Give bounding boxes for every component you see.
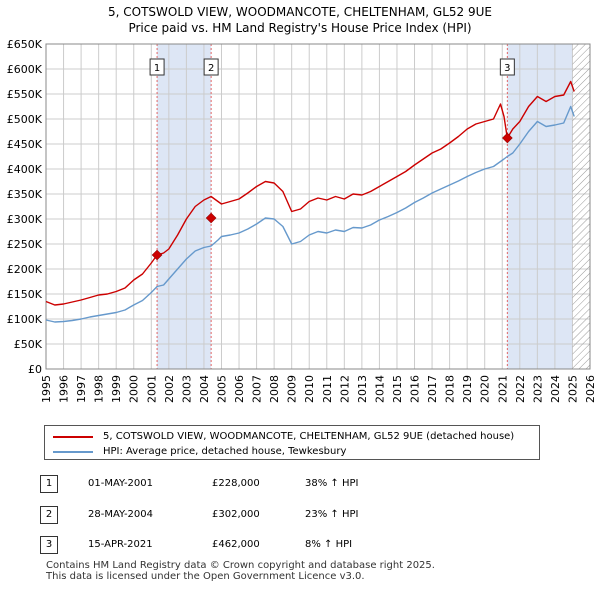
x-tick-label: 2010 (303, 375, 316, 403)
legend-item-hpi: HPI: Average price, detached house, Tewk… (53, 446, 346, 457)
x-tick-label: 2022 (514, 375, 527, 403)
sale-point (502, 132, 513, 144)
sale-badge: 3 (40, 536, 58, 554)
y-tick-label: £300K (7, 213, 43, 226)
y-tick-label: £500K (7, 113, 43, 126)
y-tick-label: £600K (7, 63, 43, 76)
x-tick-label: 2020 (479, 375, 492, 403)
footer-attribution: Contains HM Land Registry data © Crown c… (46, 560, 435, 582)
x-tick-label: 2008 (268, 375, 281, 403)
highlight-band (157, 44, 212, 369)
footer-line-copyright: Contains HM Land Registry data © Crown c… (46, 560, 435, 571)
plot-frame (45, 43, 591, 370)
x-tick-label: 1998 (93, 375, 106, 403)
hpi-line (45, 105, 575, 323)
sale-marker-badge-label: 2 (208, 63, 214, 74)
footer-line-licence: This data is licensed under the Open Gov… (46, 571, 365, 582)
sale-marker-badge (203, 58, 219, 76)
y-tick-label: £50K (14, 338, 43, 351)
sale-price: £302,000 (212, 509, 260, 520)
y-tick-label: £150K (7, 288, 43, 301)
sale-point (205, 212, 217, 224)
x-tick-label: 2017 (426, 375, 439, 403)
x-tick-label: 2026 (584, 375, 597, 403)
x-tick-label: 2014 (373, 375, 386, 403)
x-tick-label: 1999 (110, 375, 123, 403)
sale-date: 28-MAY-2004 (88, 509, 154, 520)
sale-point (151, 249, 163, 261)
sale-hpi-change: 38% ↑ HPI (305, 478, 359, 489)
x-tick-label: 2018 (444, 375, 457, 403)
x-tick-label: 1997 (75, 375, 88, 403)
y-tick-label: £450K (7, 138, 43, 151)
legend-item-property: 5, COTSWOLD VIEW, WOODMANCOTE, CHELTENHA… (53, 431, 514, 442)
y-tick-label: £550K (7, 88, 43, 101)
legend-label-hpi: HPI: Average price, detached house, Tewk… (103, 446, 347, 457)
chart-legend: 5, COTSWOLD VIEW, WOODMANCOTE, CHELTENHA… (44, 425, 540, 460)
x-tick-label: 2013 (356, 375, 369, 403)
sale-date: 01-MAY-2001 (88, 478, 154, 489)
y-tick-label: £0 (28, 363, 42, 376)
x-tick-label: 2015 (391, 375, 404, 403)
sale-row: 2 28-MAY-2004 £302,000 23% ↑ HPI (40, 506, 440, 526)
x-tick-label: 2021 (496, 375, 509, 403)
sale-price: £462,000 (212, 539, 260, 550)
x-tick-label: 2024 (549, 375, 562, 403)
sale-marker-badge-label: 3 (504, 63, 510, 74)
x-tick-label: 2001 (145, 375, 158, 403)
highlight-band (507, 44, 573, 369)
property-price-line (45, 80, 575, 306)
future-hatch (572, 44, 590, 369)
x-tick-label: 2023 (531, 375, 544, 403)
y-tick-label: £400K (7, 163, 43, 176)
y-tick-label: £350K (7, 188, 43, 201)
x-tick-label: 1995 (40, 375, 53, 403)
x-tick-label: 1996 (58, 375, 71, 403)
x-tick-label: 2003 (180, 375, 193, 403)
x-tick-label: 2002 (163, 375, 176, 403)
legend-swatch-property (53, 435, 93, 438)
x-tick-label: 2016 (409, 375, 422, 403)
sale-marker-badge (499, 58, 515, 76)
y-tick-label: £250K (7, 238, 43, 251)
chart-title-address: 5, COTSWOLD VIEW, WOODMANCOTE, CHELTENHA… (108, 5, 492, 19)
sale-marker-badge-label: 1 (154, 63, 160, 74)
sale-badge: 1 (40, 475, 58, 493)
x-tick-label: 2009 (286, 375, 299, 403)
x-tick-label: 2011 (321, 375, 334, 403)
x-tick-label: 2019 (461, 375, 474, 403)
x-tick-label: 2025 (566, 375, 579, 403)
y-tick-label: £200K (7, 263, 43, 276)
x-tick-label: 2000 (128, 375, 141, 403)
y-tick-label: £650K (7, 38, 43, 51)
x-tick-label: 2007 (251, 375, 264, 403)
price-chart: 1 2 3 £0 £50K £100K £150K £200K £250K £300K £350K £… (7, 38, 597, 403)
x-tick-label: 2006 (233, 375, 246, 403)
sale-row: 3 15-APR-2021 £462,000 8% ↑ HPI (40, 536, 440, 556)
x-tick-label: 2012 (338, 375, 351, 403)
sale-hpi-change: 8% ↑ HPI (305, 539, 353, 550)
sale-row: 1 01-MAY-2001 £228,000 38% ↑ HPI (40, 475, 440, 495)
sale-marker-badge (149, 58, 165, 76)
x-tick-label: 2005 (215, 375, 228, 403)
sale-price: £228,000 (212, 478, 260, 489)
y-tick-label: £100K (7, 313, 43, 326)
legend-swatch-hpi (53, 450, 93, 453)
x-tick-label: 2004 (198, 375, 211, 403)
chart-subtitle: Price paid vs. HM Land Registry's House … (128, 21, 472, 35)
sale-date: 15-APR-2021 (88, 539, 153, 550)
sale-badge: 2 (40, 506, 58, 524)
legend-label-property: 5, COTSWOLD VIEW, WOODMANCOTE, CHELTENHA… (103, 431, 515, 442)
sale-hpi-change: 23% ↑ HPI (305, 509, 359, 520)
